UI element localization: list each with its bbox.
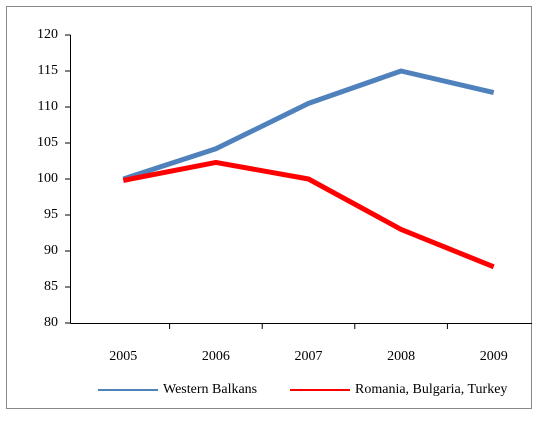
y-tick-label: 120 <box>37 27 58 42</box>
y-tick-label: 100 <box>37 171 58 186</box>
y-tick-label: 90 <box>44 243 58 258</box>
series-line <box>122 159 495 270</box>
x-tick-label: 2009 <box>480 349 508 364</box>
y-tick-label: 110 <box>38 99 58 114</box>
y-tick-label: 85 <box>44 279 58 294</box>
x-tick-label: 2008 <box>387 349 415 364</box>
series-line <box>122 68 495 182</box>
x-tick-label: 2007 <box>295 349 323 364</box>
y-tick-label: 115 <box>38 63 58 78</box>
y-tick-label: 95 <box>44 207 58 222</box>
legend-label: Romania, Bulgaria, Turkey <box>355 382 507 397</box>
x-tick-label: 2005 <box>109 349 137 364</box>
y-tick-label: 105 <box>37 135 58 150</box>
y-tick-label: 80 <box>44 315 58 330</box>
legend-label: Western Balkans <box>163 382 257 397</box>
chart-border <box>6 6 532 409</box>
x-tick-label: 2006 <box>202 349 230 364</box>
